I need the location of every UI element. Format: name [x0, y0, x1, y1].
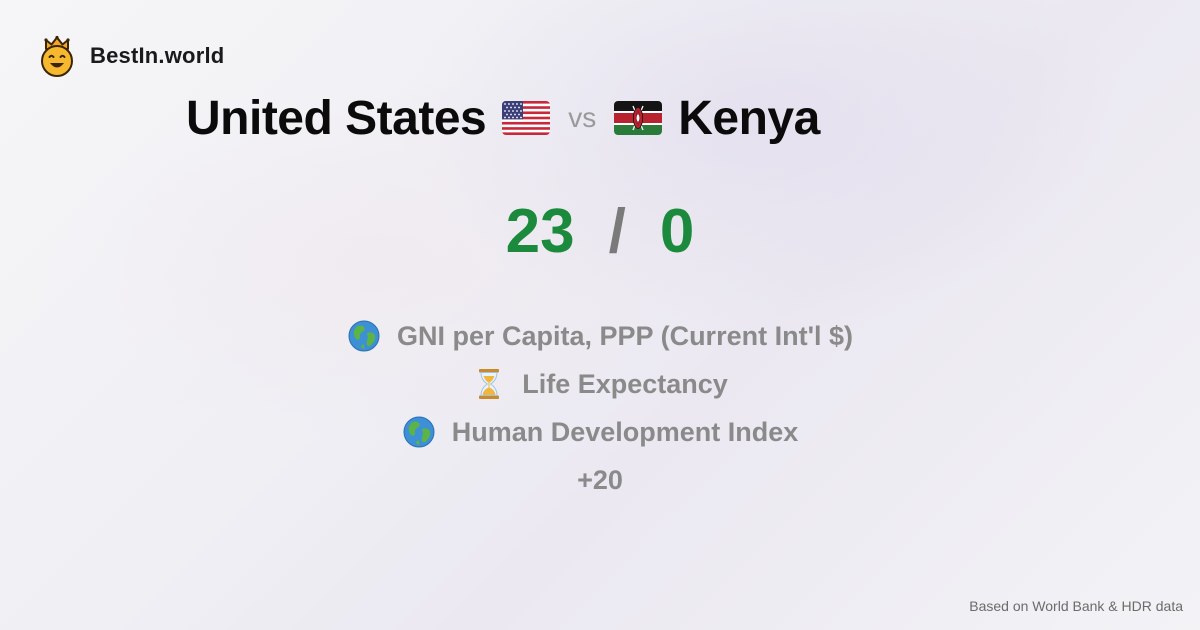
- left-score: 23: [505, 197, 575, 266]
- score: 23 / 0: [0, 192, 1200, 272]
- more-metrics-count[interactable]: +20: [577, 465, 623, 495]
- metric-item-life-expectancy[interactable]: Life Expectancy: [472, 360, 728, 408]
- metric-list: GNI per Capita, PPP (Current Int'l $) Li…: [0, 312, 1200, 504]
- kenya-flag-icon: [614, 101, 663, 135]
- comparison-title: United States vs Kenya: [186, 88, 820, 148]
- right-score: 0: [659, 197, 695, 266]
- brand[interactable]: BestIn.world: [38, 35, 224, 77]
- brand-name: BestIn.world: [90, 43, 225, 68]
- us-flag-icon: [502, 101, 551, 135]
- left-country-name: United States: [186, 91, 487, 145]
- vs-label: vs: [568, 102, 597, 133]
- globe-icon: [348, 320, 380, 352]
- score-separator: /: [608, 197, 626, 266]
- metric-item-gni[interactable]: GNI per Capita, PPP (Current Int'l $): [347, 312, 853, 360]
- data-source-note: Based on World Bank & HDR data: [969, 598, 1183, 614]
- metric-item-hdi[interactable]: Human Development Index: [402, 408, 799, 456]
- right-country-name: Kenya: [678, 91, 820, 145]
- hourglass-icon: [479, 369, 500, 399]
- metric-label-hdi: Human Development Index: [451, 416, 799, 447]
- crowned-smiley-icon: [41, 35, 73, 77]
- metric-label-gni: GNI per Capita, PPP (Current Int'l $): [397, 320, 853, 351]
- globe-icon: [403, 416, 435, 448]
- metric-label-life-expectancy: Life Expectancy: [522, 368, 728, 399]
